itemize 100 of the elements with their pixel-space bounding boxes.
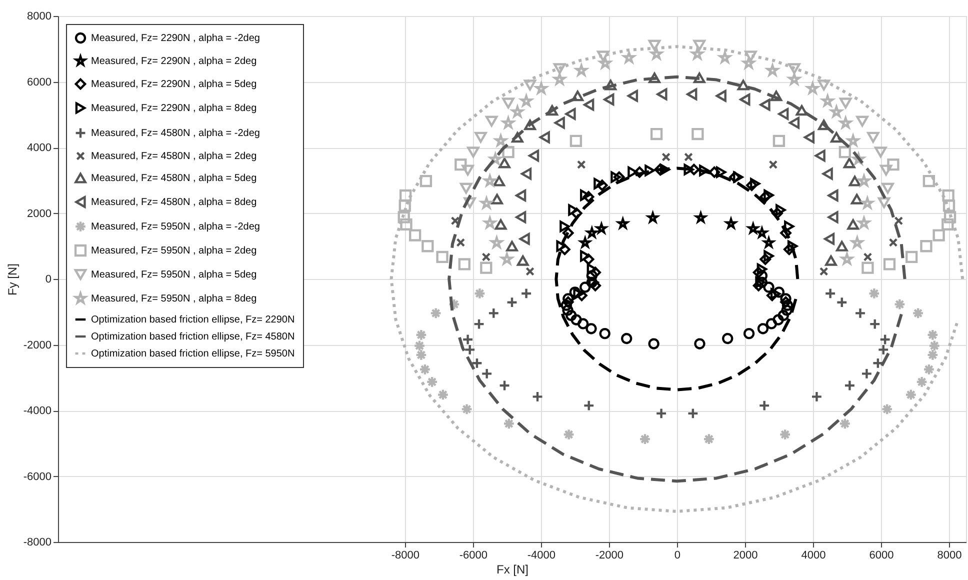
point bbox=[481, 368, 493, 380]
point bbox=[894, 216, 904, 226]
point bbox=[702, 433, 715, 446]
point bbox=[932, 229, 945, 242]
y-tick-label: -4000 bbox=[23, 405, 52, 417]
point bbox=[860, 368, 873, 380]
point bbox=[413, 340, 426, 352]
point bbox=[613, 171, 625, 183]
point bbox=[462, 164, 474, 176]
point bbox=[684, 152, 693, 162]
point bbox=[562, 428, 575, 441]
point bbox=[737, 80, 750, 90]
point bbox=[502, 418, 515, 430]
point bbox=[578, 318, 589, 330]
point bbox=[516, 255, 529, 266]
point bbox=[694, 338, 706, 350]
point bbox=[686, 88, 698, 100]
point bbox=[562, 304, 574, 316]
legend-label: Measured, Fz= 5950N , alpha = 5deg bbox=[91, 270, 257, 280]
point bbox=[494, 219, 507, 230]
point bbox=[824, 232, 835, 245]
point bbox=[760, 98, 770, 111]
x-tick-label: 6000 bbox=[869, 550, 894, 562]
point bbox=[576, 160, 586, 170]
point bbox=[516, 190, 526, 202]
point bbox=[553, 63, 566, 74]
point bbox=[596, 180, 608, 191]
x-axis-title: Fx [N] bbox=[496, 562, 528, 576]
x-tick-label: -2000 bbox=[595, 550, 624, 562]
x-tick-label: 8000 bbox=[937, 550, 962, 562]
point bbox=[526, 267, 534, 276]
point bbox=[586, 323, 597, 334]
point bbox=[594, 178, 604, 190]
point bbox=[880, 164, 892, 176]
point bbox=[576, 290, 588, 302]
point bbox=[473, 318, 485, 330]
point bbox=[768, 160, 778, 170]
point bbox=[770, 288, 781, 300]
point bbox=[872, 357, 884, 369]
point bbox=[610, 171, 621, 183]
point bbox=[498, 380, 510, 392]
point bbox=[850, 194, 863, 204]
point bbox=[920, 240, 932, 252]
legend-label: Measured, Fz= 4580N , alpha = 8deg bbox=[91, 197, 257, 208]
y-tick-label: 4000 bbox=[27, 142, 52, 154]
point bbox=[502, 98, 514, 109]
point bbox=[648, 40, 661, 51]
point bbox=[838, 418, 851, 430]
point bbox=[415, 328, 428, 341]
point bbox=[772, 134, 786, 148]
point bbox=[836, 240, 848, 252]
point bbox=[580, 282, 591, 293]
point bbox=[426, 376, 438, 388]
point bbox=[906, 250, 918, 264]
point bbox=[648, 338, 660, 350]
point bbox=[773, 286, 785, 298]
point bbox=[764, 189, 774, 201]
point bbox=[782, 300, 794, 311]
point bbox=[848, 176, 861, 186]
point bbox=[644, 164, 655, 176]
point bbox=[926, 328, 939, 341]
point bbox=[708, 166, 720, 178]
point bbox=[584, 98, 594, 111]
point bbox=[597, 50, 610, 62]
point bbox=[904, 388, 917, 401]
legend-label: Measured, Fz= 2290N , alpha = 8deg bbox=[91, 103, 257, 114]
point bbox=[570, 134, 582, 148]
point bbox=[881, 403, 894, 416]
point bbox=[464, 344, 476, 356]
point bbox=[583, 400, 595, 412]
x-tick-label: -4000 bbox=[527, 550, 556, 562]
point bbox=[524, 80, 536, 90]
point bbox=[474, 287, 486, 300]
y-tick-label: -6000 bbox=[23, 470, 52, 483]
point bbox=[868, 287, 880, 300]
point bbox=[684, 164, 694, 176]
point bbox=[506, 240, 518, 252]
point bbox=[506, 296, 518, 308]
point bbox=[565, 108, 576, 120]
point bbox=[847, 219, 860, 230]
point bbox=[582, 254, 594, 265]
point bbox=[420, 174, 432, 188]
point bbox=[928, 340, 940, 352]
point bbox=[818, 80, 830, 90]
point bbox=[693, 40, 706, 51]
point bbox=[604, 94, 614, 106]
point bbox=[778, 310, 789, 322]
x-tick-label: -6000 bbox=[459, 550, 488, 562]
point bbox=[454, 158, 467, 171]
point bbox=[604, 80, 617, 90]
point bbox=[888, 238, 898, 247]
point bbox=[752, 266, 764, 278]
point bbox=[546, 105, 558, 116]
point bbox=[599, 328, 610, 340]
point bbox=[843, 158, 856, 168]
point bbox=[586, 263, 598, 275]
point bbox=[568, 204, 578, 216]
point bbox=[804, 131, 815, 144]
point bbox=[862, 262, 874, 274]
point bbox=[830, 132, 842, 143]
